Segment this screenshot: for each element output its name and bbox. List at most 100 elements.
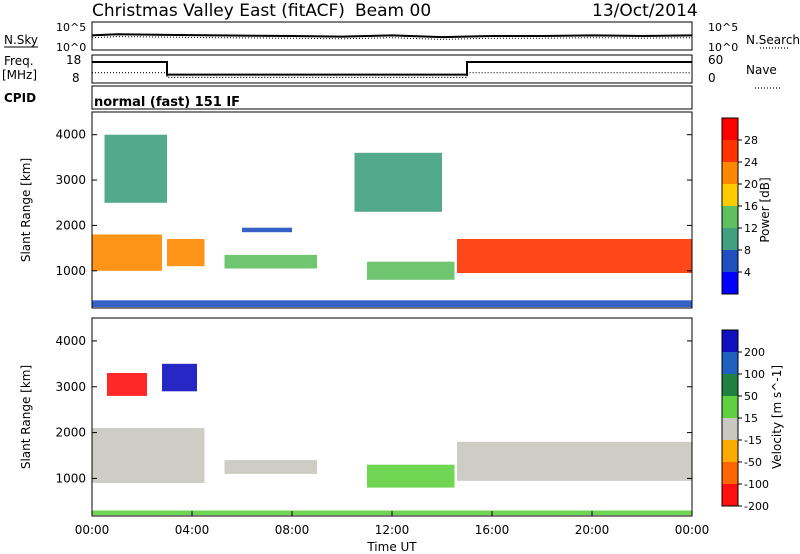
nsearch-label: N.Search bbox=[746, 33, 800, 47]
heatmap-region-1 bbox=[167, 239, 205, 267]
heatmap-region-0 bbox=[92, 234, 162, 271]
velocity-colorbar-swatch bbox=[722, 352, 738, 375]
power-colorbar-tick-label: 12 bbox=[744, 222, 758, 235]
velocity-colorbar-swatch bbox=[722, 374, 738, 397]
power-colorbar-tick-label: 20 bbox=[744, 178, 758, 191]
heatmap-region-7 bbox=[354, 152, 442, 212]
power-colorbar-swatch bbox=[722, 206, 738, 229]
velocity-x-ticks: 00:00 04:00 08:00 12:00 16:00 20:00 00:00 bbox=[75, 511, 710, 537]
y-tick-label: 3000 bbox=[55, 173, 86, 187]
nsearch-tick-top: 10^5 bbox=[708, 21, 738, 34]
y-tick-label: 4000 bbox=[55, 128, 86, 142]
velocity-colorbar: 200 100 50 15 -15 -50 -100 -200 bbox=[721, 329, 769, 513]
y-tick-label: 3000 bbox=[55, 380, 86, 394]
heatmap-region-8 bbox=[92, 300, 692, 308]
nsky-tick-top: 10^5 bbox=[56, 21, 86, 34]
power-colorbar-swatch bbox=[722, 140, 738, 163]
power-colorbar: 28 24 20 16 12 8 4 bbox=[721, 117, 758, 295]
freq-label-line1: Freq. bbox=[4, 54, 34, 68]
velocity-colorbar-swatch bbox=[722, 396, 738, 419]
heatmap-region-6 bbox=[104, 134, 167, 203]
freq-panel: Freq. [MHz] 18 8 60 0 Nave bbox=[2, 53, 780, 89]
freq-label-line2: [MHz] bbox=[2, 68, 37, 82]
velocity-colorbar-tick-label: -100 bbox=[744, 478, 769, 491]
heatmap-region-3 bbox=[367, 464, 455, 488]
velocity-colorbar-swatch bbox=[722, 484, 738, 507]
power-panel: 1000 2000 3000 4000 Slant Range [km] bbox=[19, 111, 693, 309]
x-tick-label: 12:00 bbox=[375, 523, 410, 537]
heatmap-region-5 bbox=[162, 363, 197, 392]
power-colorbar-swatch bbox=[722, 272, 738, 295]
heatmap-region-2 bbox=[224, 254, 317, 269]
heatmap-region-0 bbox=[92, 428, 205, 483]
heatmap-region-4 bbox=[107, 373, 147, 396]
velocity-cells bbox=[92, 363, 692, 516]
nsky-series-line bbox=[91, 33, 693, 39]
nave-tick-top: 60 bbox=[708, 53, 723, 67]
time-axis-label: Time UT bbox=[366, 540, 417, 554]
velocity-colorbar-label: Velocity [m s^-1] bbox=[770, 365, 784, 469]
velocity-ylabel: Slant Range [km] bbox=[19, 365, 33, 469]
freq-series-line bbox=[92, 61, 692, 76]
velocity-colorbar-tick-label: 50 bbox=[744, 390, 758, 403]
heatmap-region-2 bbox=[457, 441, 692, 481]
velocity-colorbar-tick-label: -50 bbox=[744, 456, 762, 469]
date-label: 13/Oct/2014 bbox=[592, 1, 698, 21]
cpid-label: CPID bbox=[4, 91, 36, 105]
power-colorbar-swatch bbox=[722, 118, 738, 141]
velocity-colorbar-swatch bbox=[722, 462, 738, 485]
x-tick-label: 04:00 bbox=[175, 523, 210, 537]
power-colorbar-swatch bbox=[722, 162, 738, 185]
velocity-colorbar-swatch bbox=[722, 330, 738, 353]
y-tick-label: 1000 bbox=[55, 264, 86, 278]
x-tick-label: 00:00 bbox=[75, 523, 110, 537]
power-cells bbox=[92, 134, 692, 308]
figure-title: Christmas Valley East (fitACF) bbox=[92, 1, 345, 21]
nsky-panel: N.Sky 10^5 10^0 10^5 10^0 N.Search bbox=[4, 21, 800, 54]
power-ylabel: Slant Range [km] bbox=[19, 158, 33, 262]
nsky-tick-bottom: 10^0 bbox=[56, 41, 86, 54]
power-colorbar-swatch bbox=[722, 250, 738, 273]
velocity-colorbar-tick-label: 200 bbox=[744, 346, 765, 359]
nsky-label: N.Sky bbox=[4, 33, 38, 47]
heatmap-region-1 bbox=[224, 460, 317, 474]
x-tick-label: 16:00 bbox=[475, 523, 510, 537]
power-colorbar-swatch bbox=[722, 228, 738, 251]
nave-tick-bottom: 0 bbox=[708, 71, 716, 85]
velocity-colorbar-swatch bbox=[722, 418, 738, 441]
power-colorbar-tick-label: 24 bbox=[744, 156, 758, 169]
y-tick-label: 1000 bbox=[55, 471, 86, 485]
power-colorbar-label: Power [dB] bbox=[758, 177, 772, 242]
velocity-colorbar-tick-label: -200 bbox=[744, 500, 769, 513]
power-colorbar-tick-label: 4 bbox=[744, 266, 751, 279]
velocity-panel: 1000 2000 3000 4000 00:00 04:00 08:00 12:00 16:… bbox=[19, 317, 710, 554]
power-colorbar-swatch bbox=[722, 184, 738, 207]
y-tick-label: 4000 bbox=[55, 334, 86, 348]
nsearch-tick-bottom: 10^0 bbox=[708, 41, 738, 54]
power-colorbar-tick-label: 16 bbox=[744, 200, 758, 213]
velocity-colorbar-tick-label: 100 bbox=[744, 368, 765, 381]
power-y-ticks: 1000 2000 3000 4000 bbox=[55, 128, 692, 278]
heatmap-region-5 bbox=[457, 239, 692, 273]
beam-label: Beam 00 bbox=[355, 1, 431, 21]
x-tick-label: 00:00 bbox=[675, 523, 710, 537]
nave-label: Nave bbox=[746, 63, 777, 77]
freq-frame bbox=[91, 54, 693, 84]
cpid-frame bbox=[91, 85, 693, 110]
x-tick-label: 08:00 bbox=[275, 523, 310, 537]
y-tick-label: 2000 bbox=[55, 218, 86, 232]
power-frame bbox=[91, 111, 693, 309]
velocity-colorbar-swatch bbox=[722, 440, 738, 463]
velocity-y-ticks: 1000 2000 3000 4000 bbox=[55, 334, 692, 485]
heatmap-region-4 bbox=[367, 261, 455, 280]
freq-tick-bottom: 8 bbox=[72, 71, 80, 85]
heatmap-region-3 bbox=[242, 227, 292, 233]
nsearch-series-line bbox=[91, 36, 693, 40]
y-tick-label: 2000 bbox=[55, 426, 86, 440]
power-colorbar-tick-label: 28 bbox=[744, 134, 758, 147]
velocity-colorbar-tick-label: -15 bbox=[744, 434, 762, 447]
velocity-colorbar-tick-label: 15 bbox=[744, 412, 758, 425]
cpid-value: normal (fast) 151 IF bbox=[94, 95, 240, 110]
x-tick-label: 20:00 bbox=[575, 523, 610, 537]
